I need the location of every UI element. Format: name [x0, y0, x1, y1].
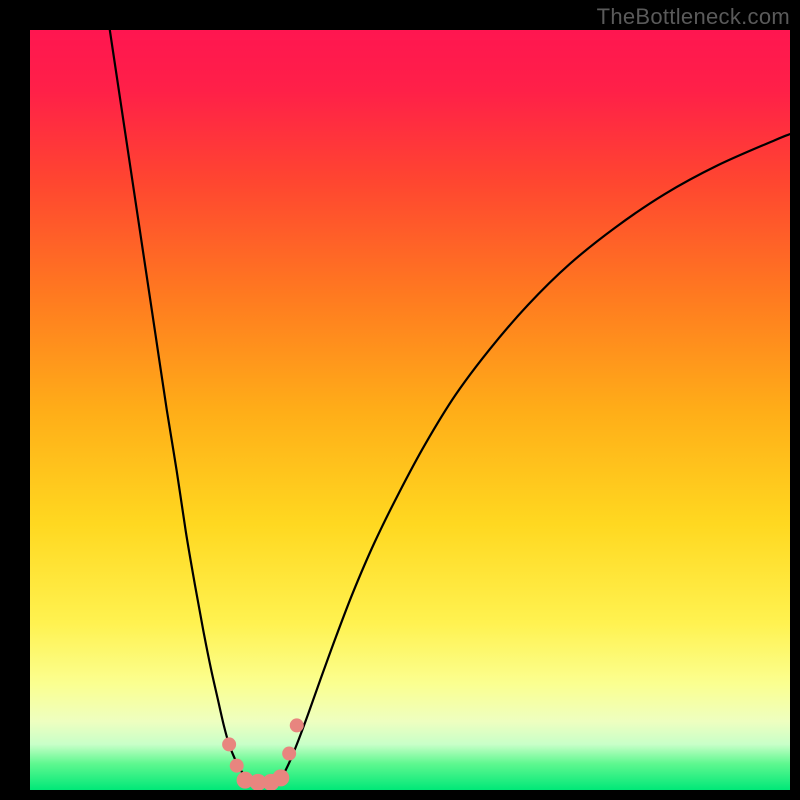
valley-marker	[282, 747, 296, 761]
bottleneck-chart	[30, 30, 790, 790]
valley-marker	[230, 759, 244, 773]
valley-marker	[272, 769, 289, 786]
chart-background	[30, 30, 790, 790]
watermark-text: TheBottleneck.com	[597, 4, 790, 30]
valley-marker	[222, 737, 236, 751]
chart-svg	[30, 30, 790, 790]
valley-marker	[290, 718, 304, 732]
